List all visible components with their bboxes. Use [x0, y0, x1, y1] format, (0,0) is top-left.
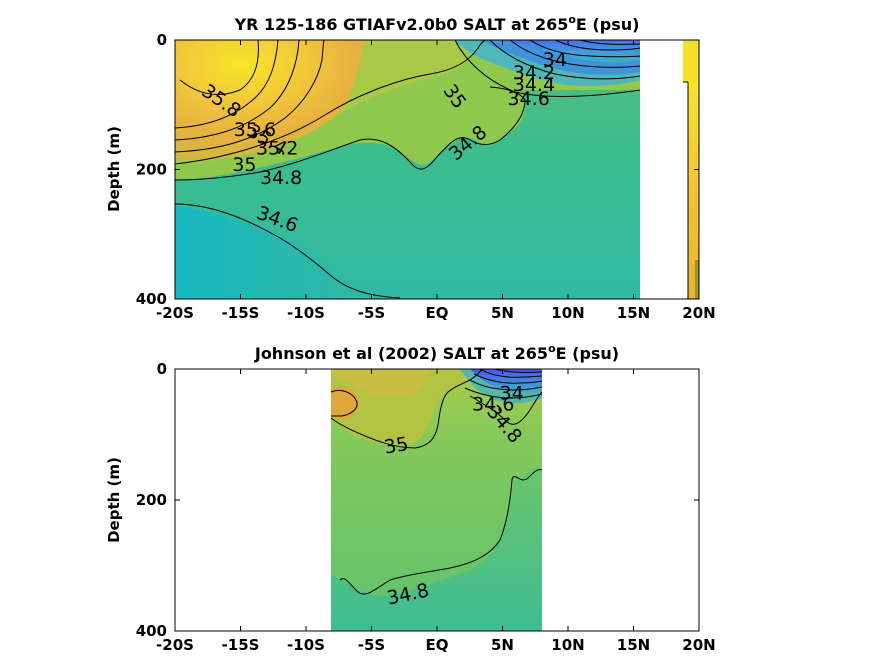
- bot-contour-35-inner: [331, 389, 358, 417]
- bottom-x-tick-label: 5N: [491, 636, 514, 654]
- contour-35.2: [175, 40, 325, 153]
- contour-34.8-west: [175, 86, 526, 181]
- top-contour-label: 35.2: [256, 137, 298, 159]
- bottom-x-tick-label: 20N: [682, 636, 715, 654]
- top-panel-title: YR 125-186 GTIAFv2.0b0 SALT at 265oE (ps…: [234, 13, 640, 34]
- top-contour-label: 35.6: [234, 119, 276, 141]
- top-contour-label: 34: [543, 49, 567, 71]
- bottom-x-tick-label: -10S: [287, 636, 325, 654]
- bottom-x-tick-label: -20S: [156, 636, 194, 654]
- contour-34.6: [175, 203, 401, 299]
- bottom-field: [331, 369, 542, 631]
- bottom-x-tick-label: 10N: [551, 636, 584, 654]
- bottom-contour-label: 35: [382, 433, 410, 459]
- top-contour-label: 34.6: [508, 88, 550, 110]
- bottom-contour-label: 34: [500, 382, 524, 404]
- bottom-y-axis-label: Depth (m): [105, 457, 123, 543]
- top-y-tick-label: 0: [157, 31, 167, 49]
- bottom-x-tick-label: 15N: [617, 636, 650, 654]
- top-x-tick-label: -5S: [358, 304, 385, 322]
- bottom-x-tick-label: -5S: [358, 636, 385, 654]
- top-y-ticks: 0 200 400: [136, 31, 699, 308]
- bottom-y-tick-label: 0: [157, 360, 167, 378]
- contour-35.4: [175, 40, 300, 141]
- bot-contour-33.8: [494, 369, 542, 373]
- bot-contour-34.6: [464, 387, 542, 399]
- bottom-y-ticks: 0 200 400: [136, 360, 699, 640]
- bot-contour-34.2: [473, 373, 542, 384]
- top-x-tick-label: -20S: [156, 304, 194, 322]
- top-x-tick-label: -10S: [287, 304, 325, 322]
- bottom-y-tick-label: 400: [136, 622, 167, 640]
- bot-contour-34.4: [469, 379, 542, 391]
- top-x-tick-label: 5N: [491, 304, 514, 322]
- contour-35: [175, 40, 487, 165]
- bot-contour-34: [479, 369, 542, 378]
- top-contour-label: 34.4: [513, 74, 555, 96]
- bottom-x-ticks: -20S -15S -10S -5S EQ 5N 10N 15N 20N: [156, 369, 716, 654]
- top-x-tick-label: EQ: [426, 304, 449, 322]
- contour-34.6-east: [489, 40, 641, 80]
- top-x-tick-label: -15S: [222, 304, 260, 322]
- top-x-ticks: -20S -15S -10S -5S EQ 5N 10N 15N 20N: [156, 40, 716, 322]
- bottom-panel: Johnson et al (2002) SALT at 265oE (psu): [105, 342, 716, 654]
- contour-34.2: [529, 40, 641, 58]
- contour-34: [554, 40, 641, 51]
- top-x-tick-label: 20N: [682, 304, 715, 322]
- top-y-tick-label: 200: [136, 161, 167, 179]
- bottom-panel-title: Johnson et al (2002) SALT at 265oE (psu): [254, 342, 619, 363]
- contour-35.6: [175, 40, 279, 129]
- bot-contour-34.8-deep: [339, 469, 542, 595]
- contour-35.8: [179, 40, 259, 96]
- top-x-tick-label: 10N: [551, 304, 584, 322]
- bot-contour-34.8-upper: [469, 391, 542, 425]
- contour-34.8-east: [454, 40, 641, 97]
- bottom-x-tick-label: EQ: [426, 636, 449, 654]
- contour-34.4: [509, 40, 641, 68]
- bottom-contour-label: 34.6: [472, 394, 514, 416]
- top-panel: YR 125-186 GTIAFv2.0b0 SALT at 265oE (ps…: [105, 13, 716, 322]
- bottom-x-tick-label: -15S: [222, 636, 260, 654]
- top-contour-label: 34.2: [513, 62, 555, 84]
- top-y-axis-label: Depth (m): [105, 126, 123, 212]
- contour-strip: [683, 81, 689, 299]
- top-field: [175, 40, 699, 299]
- bottom-y-tick-label: 200: [136, 491, 167, 509]
- top-y-tick-label: 400: [136, 290, 167, 308]
- top-x-tick-label: 15N: [617, 304, 650, 322]
- top-contour-label: 35: [232, 154, 256, 176]
- top-contour-label: 34.8: [260, 167, 302, 189]
